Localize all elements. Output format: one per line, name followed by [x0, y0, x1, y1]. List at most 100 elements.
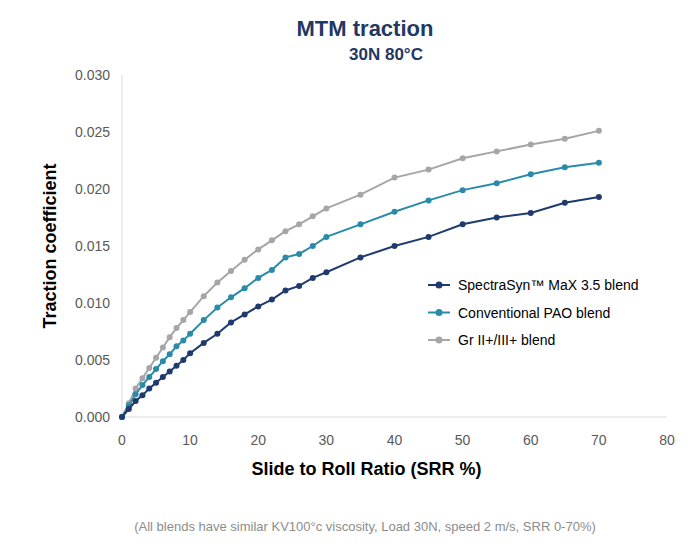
point	[167, 351, 173, 357]
point	[167, 368, 173, 374]
point	[174, 363, 180, 369]
point	[146, 374, 152, 380]
y-tick-label: 0.030	[75, 67, 110, 83]
point	[528, 142, 534, 148]
legend-marker	[436, 282, 443, 289]
point	[283, 254, 289, 260]
footnote: (All blends have similar KV100°c viscosi…	[134, 519, 596, 534]
legend-label: Gr II+/III+ blend	[458, 332, 555, 348]
point	[357, 254, 363, 260]
point	[174, 325, 180, 331]
point	[269, 267, 275, 273]
legend-marker	[436, 337, 443, 344]
point	[153, 366, 159, 372]
point	[187, 331, 193, 337]
point	[228, 319, 234, 325]
point	[214, 331, 220, 337]
point	[242, 285, 248, 291]
point	[269, 237, 275, 243]
y-tick-label: 0.010	[75, 295, 110, 311]
x-tick-label: 20	[250, 432, 266, 448]
subtitle: 30N 80°C	[349, 45, 423, 64]
point	[460, 187, 466, 193]
point	[310, 243, 316, 249]
point	[562, 200, 568, 206]
point	[562, 164, 568, 170]
point	[153, 380, 159, 386]
y-tick-label: 0.005	[75, 352, 110, 368]
title: MTM traction	[297, 16, 434, 41]
point	[357, 221, 363, 227]
plot-area	[119, 128, 602, 420]
y-tick-label: 0.015	[75, 238, 110, 254]
point	[228, 294, 234, 300]
point	[180, 338, 186, 344]
point	[174, 343, 180, 349]
point	[426, 234, 432, 240]
point	[187, 309, 193, 315]
x-tick-label: 0	[118, 432, 126, 448]
point	[283, 287, 289, 293]
x-tick-label: 70	[591, 432, 607, 448]
point	[460, 155, 466, 161]
x-tick-label: 60	[523, 432, 539, 448]
point	[460, 221, 466, 227]
x-axis	[122, 417, 667, 418]
legend-label: SpectraSyn™ MaX 3.5 blend	[458, 277, 639, 293]
point	[160, 344, 166, 350]
point	[146, 386, 152, 392]
point	[357, 192, 363, 198]
y-axis	[122, 75, 123, 417]
chart: MTM traction 30N 80°C 0.000 0.005 0.010 0.015…	[0, 0, 694, 553]
legend-label: Conventional PAO blend	[458, 305, 610, 321]
point	[201, 340, 207, 346]
x-tick-label: 10	[182, 432, 198, 448]
point	[323, 234, 329, 240]
point	[392, 175, 398, 181]
point	[323, 205, 329, 211]
point	[596, 128, 602, 134]
point	[562, 136, 568, 142]
point	[228, 268, 234, 274]
point	[119, 414, 125, 420]
point	[139, 382, 145, 388]
point	[242, 311, 248, 317]
point	[167, 334, 173, 340]
point	[296, 283, 302, 289]
legend-marker	[436, 309, 443, 316]
point	[494, 148, 500, 154]
point	[310, 213, 316, 219]
y-tick-label: 0.000	[75, 409, 110, 425]
point	[528, 210, 534, 216]
point	[494, 215, 500, 221]
point	[139, 375, 145, 381]
point	[201, 317, 207, 323]
point	[392, 243, 398, 249]
point	[494, 180, 500, 186]
point	[255, 275, 261, 281]
point	[283, 228, 289, 234]
x-axis-label: Slide to Roll Ratio (SRR %)	[251, 459, 481, 479]
point	[596, 194, 602, 200]
point	[160, 358, 166, 364]
point	[126, 406, 132, 412]
point	[214, 305, 220, 311]
point	[119, 414, 125, 420]
point	[296, 251, 302, 257]
point	[133, 398, 139, 404]
point	[255, 303, 261, 309]
x-tick-label: 80	[659, 432, 675, 448]
y-axis-label: Traction coefficient	[40, 163, 60, 328]
point	[160, 374, 166, 380]
point	[139, 392, 145, 398]
point	[269, 297, 275, 303]
series-line	[122, 131, 599, 417]
point	[323, 269, 329, 275]
point	[187, 350, 193, 356]
point	[133, 391, 139, 397]
point	[214, 279, 220, 285]
point	[426, 167, 432, 173]
x-tick-label: 40	[387, 432, 403, 448]
point	[119, 414, 125, 420]
point	[528, 171, 534, 177]
